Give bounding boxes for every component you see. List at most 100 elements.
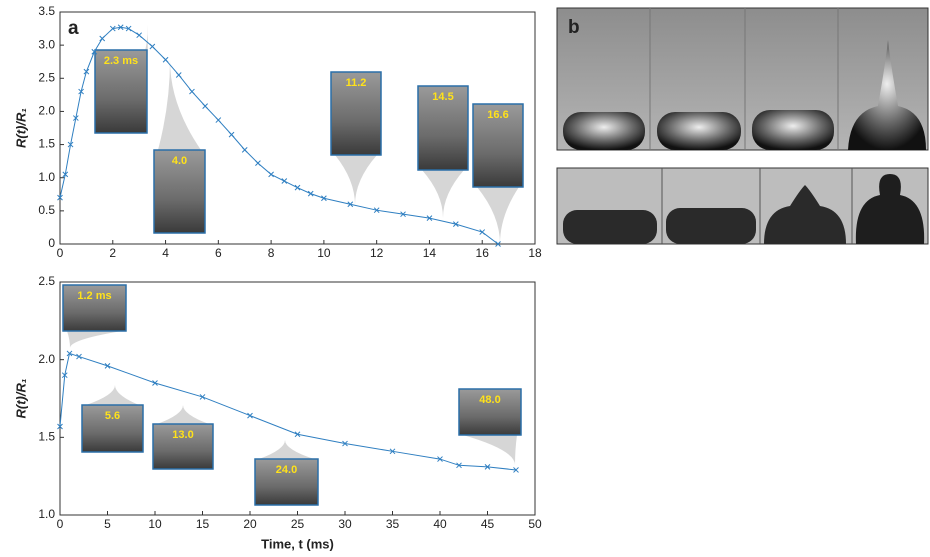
- panel-label: a: [68, 18, 79, 39]
- inset-label: 2.3 ms: [104, 55, 138, 67]
- data-marker: [400, 211, 406, 218]
- data-marker: [452, 221, 459, 227]
- x-tick-label: 45: [481, 517, 495, 531]
- data-marker: [91, 48, 98, 55]
- data-marker: [57, 194, 63, 201]
- inset-photo: [458, 388, 522, 436]
- panel-label: b: [568, 17, 580, 38]
- inset-label: 5.6: [105, 410, 120, 422]
- inset-label: 48.0: [479, 394, 500, 406]
- droplet: [752, 110, 834, 150]
- inset-label: 13.0: [172, 429, 193, 441]
- data-marker: [495, 241, 501, 247]
- data-marker: [99, 35, 106, 42]
- data-marker: [342, 440, 348, 447]
- droplet: [666, 208, 756, 244]
- data-marker: [456, 462, 462, 469]
- inset-pointer: [335, 155, 377, 205]
- inset-pointer: [157, 405, 209, 424]
- inset-photo: [330, 71, 382, 156]
- data-marker: [373, 207, 380, 214]
- inset-label: 14.5: [432, 91, 453, 103]
- data-marker: [426, 215, 433, 222]
- x-tick-label: 35: [386, 517, 400, 531]
- data-marker: [479, 229, 486, 235]
- y-axis-label: R(t)/R₁: [13, 108, 28, 148]
- data-marker: [437, 456, 443, 462]
- data-marker: [136, 32, 143, 39]
- inset-photo: [417, 85, 469, 171]
- data-marker: [389, 448, 396, 455]
- x-tick-label: 10: [317, 246, 331, 260]
- data-marker: [109, 25, 116, 32]
- x-tick-label: 16: [476, 246, 490, 260]
- y-tick-label: 3.0: [38, 37, 55, 51]
- y-tick-label: 0: [48, 236, 55, 250]
- inset-photo: [153, 149, 206, 234]
- inset-label: 4.0: [172, 155, 187, 167]
- data-marker: [294, 184, 301, 191]
- inset-pointer: [477, 187, 519, 244]
- data-marker: [199, 394, 206, 400]
- x-tick-label: 12: [370, 246, 384, 260]
- data-marker: [152, 380, 158, 386]
- y-tick-label: 1.5: [38, 137, 55, 151]
- data-marker: [281, 178, 288, 184]
- y-tick-label: 1.5: [38, 430, 55, 444]
- data-marker: [189, 88, 195, 95]
- data-marker: [255, 160, 261, 166]
- x-tick-label: 50: [528, 517, 542, 531]
- data-marker: [104, 363, 111, 369]
- y-tick-label: 0.5: [38, 203, 55, 217]
- x-tick-label: 14: [423, 246, 437, 260]
- x-tick-label: 15: [196, 517, 210, 531]
- inset-pointer: [463, 435, 517, 465]
- inset-photo: [62, 284, 127, 332]
- y-tick-label: 2.5: [38, 70, 55, 84]
- y-tick-label: 1.0: [38, 170, 55, 184]
- data-marker: [57, 423, 63, 430]
- x-tick-label: 5: [104, 517, 111, 531]
- inset-pointer: [422, 170, 464, 218]
- inset-photo: [152, 423, 214, 470]
- data-marker: [125, 25, 132, 32]
- inset-label: 11.2: [346, 77, 367, 89]
- inset-photo: [81, 404, 144, 453]
- data-marker: [62, 171, 69, 178]
- data-marker: [247, 412, 253, 419]
- data-marker: [513, 467, 519, 473]
- inset-pointer: [259, 440, 314, 459]
- data-marker: [268, 171, 274, 178]
- x-tick-label: 0: [57, 246, 64, 260]
- x-tick-label: 20: [243, 517, 257, 531]
- data-marker: [241, 147, 248, 153]
- data-marker: [149, 43, 156, 50]
- inset-label: 16.6: [487, 109, 508, 121]
- data-marker: [294, 431, 301, 438]
- droplet: [657, 112, 741, 150]
- inset-photo: [94, 49, 148, 134]
- data-marker: [83, 68, 90, 75]
- y-axis-label: R(t)/R₁: [13, 379, 28, 419]
- data-marker: [72, 115, 79, 121]
- inset-label: 1.2 ms: [77, 290, 111, 302]
- x-tick-label: 2: [109, 246, 116, 260]
- y-tick-label: 1.0: [38, 507, 55, 521]
- chart: 0 2 4 6 8 10 12 14 16 18 0 0.5 1.0 1.5 2.0 2.5 3.0 3.5 R(t…: [13, 4, 542, 260]
- data-marker: [484, 463, 491, 470]
- x-tick-label: 30: [338, 517, 352, 531]
- y-tick-label: 2.0: [38, 104, 55, 118]
- x-tick-label: 6: [215, 246, 222, 260]
- y-tick-label: 3.5: [38, 4, 55, 18]
- data-marker: [66, 350, 73, 357]
- data-marker: [202, 103, 208, 109]
- data-marker: [76, 353, 82, 360]
- data-marker: [228, 131, 235, 138]
- inset-pointer: [158, 60, 201, 150]
- inset-photo: [472, 103, 524, 188]
- droplet: [855, 174, 925, 244]
- y-tick-label: 2.5: [38, 274, 55, 288]
- photo-panel: b: [556, 7, 929, 245]
- data-marker: [347, 201, 354, 208]
